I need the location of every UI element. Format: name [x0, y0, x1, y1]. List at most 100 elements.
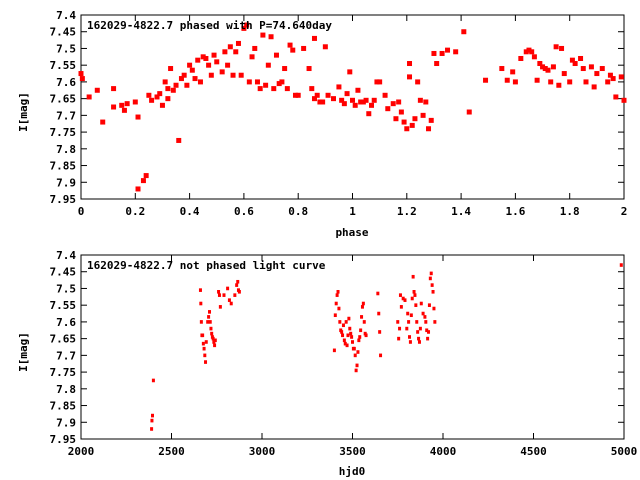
data-point: [206, 320, 210, 324]
data-point: [542, 66, 548, 72]
unphased-light-curve-panel: 7.4 7.45 7.5 7.55 7.6 7.65 7.7 7.75 7.8 7.85 7.9 7.…: [17, 249, 637, 478]
data-point: [417, 340, 421, 344]
data-point: [254, 79, 260, 85]
data-point: [352, 346, 356, 351]
y-tick-label: 7.85: [50, 160, 77, 173]
data-point: [588, 64, 594, 70]
y-tick-label: 7.7: [56, 349, 76, 362]
data-point: [431, 290, 435, 294]
data-point: [396, 99, 402, 105]
data-point: [569, 57, 575, 63]
data-point: [385, 106, 391, 112]
data-point: [317, 99, 323, 105]
x-tick-label: 0.6: [234, 205, 254, 218]
data-point: [531, 54, 537, 60]
y-tick-label: 7.95: [50, 433, 77, 446]
data-point: [417, 97, 423, 103]
data-point: [211, 336, 215, 341]
data-point: [412, 290, 416, 294]
data-point: [418, 326, 422, 331]
data-point: [350, 97, 355, 103]
data-point: [411, 274, 415, 279]
data-points: [150, 263, 623, 431]
data-point: [413, 293, 417, 297]
data-point: [217, 293, 221, 297]
data-point: [583, 79, 589, 85]
x-axis-label: hjd0: [339, 465, 366, 478]
data-point: [433, 320, 437, 324]
data-point: [580, 66, 586, 72]
data-point: [417, 336, 421, 341]
data-point: [230, 72, 236, 78]
data-point: [445, 47, 451, 53]
data-point: [249, 54, 255, 60]
data-point: [420, 112, 426, 118]
data-point: [184, 82, 190, 88]
data-point: [404, 126, 410, 132]
data-point: [347, 69, 353, 75]
data-point: [510, 69, 516, 75]
data-point: [345, 343, 349, 348]
x-tick-label: 4000: [430, 445, 457, 458]
data-point: [421, 311, 425, 316]
data-point: [369, 102, 375, 108]
data-point: [358, 99, 364, 105]
data-point: [290, 47, 296, 53]
data-point: [211, 52, 217, 58]
data-point: [405, 326, 409, 331]
data-point: [143, 173, 149, 179]
y-tick-label: 7.75: [50, 366, 77, 379]
data-point: [591, 84, 597, 90]
data-point: [397, 336, 401, 341]
data-point: [333, 313, 337, 318]
data-point: [379, 353, 383, 358]
data-point: [149, 97, 155, 103]
data-point: [483, 77, 489, 83]
data-point: [363, 97, 369, 103]
data-point: [556, 82, 562, 88]
data-point: [399, 305, 403, 309]
data-point: [406, 311, 410, 316]
y-axis-label: I[mag]: [17, 92, 30, 132]
y-tick-label: 7.4: [56, 249, 76, 262]
data-point: [427, 303, 431, 307]
data-point: [407, 74, 413, 80]
data-point: [336, 84, 342, 90]
data-point: [396, 320, 400, 324]
x-axis-label: phase: [335, 226, 368, 239]
data-point: [119, 102, 125, 108]
data-point: [414, 303, 418, 307]
data-point: [100, 119, 106, 125]
data-point: [403, 298, 407, 302]
data-point: [273, 52, 279, 58]
data-point: [79, 76, 85, 82]
data-point: [140, 178, 146, 184]
data-point: [306, 66, 312, 72]
y-tick-label: 7.6: [56, 76, 76, 89]
y-tick-label: 7.65: [50, 93, 77, 106]
data-point: [355, 363, 359, 368]
data-point: [227, 298, 231, 302]
data-point: [111, 104, 117, 110]
data-point: [349, 331, 353, 336]
data-point: [252, 45, 258, 51]
data-point: [189, 67, 195, 73]
data-point: [222, 293, 226, 297]
data-point: [268, 34, 274, 40]
x-tick-label: 3000: [249, 445, 276, 458]
data-point: [203, 353, 207, 358]
data-point: [407, 61, 413, 67]
data-point: [209, 326, 213, 331]
data-point: [537, 61, 543, 67]
y-tick-label: 7.7: [56, 109, 76, 122]
data-point: [219, 69, 225, 75]
data-point: [225, 62, 231, 68]
data-point: [540, 64, 546, 70]
data-point: [348, 326, 352, 331]
data-point: [135, 114, 141, 120]
data-points: [78, 22, 627, 192]
data-point: [559, 45, 565, 51]
data-point: [412, 116, 418, 122]
data-point: [408, 335, 412, 339]
data-point: [340, 330, 344, 334]
